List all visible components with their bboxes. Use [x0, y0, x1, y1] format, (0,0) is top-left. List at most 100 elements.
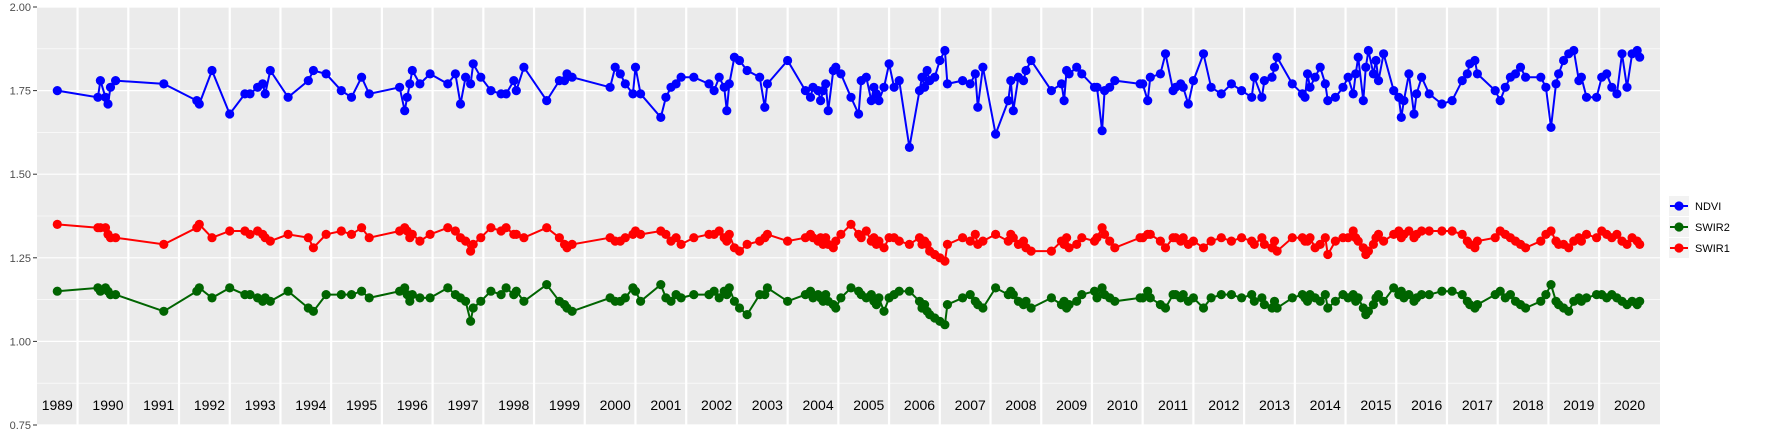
y-tick-label: 0.75	[10, 420, 31, 432]
data-point-swir1	[225, 226, 235, 236]
data-point-swir2	[1635, 296, 1645, 306]
data-point-swir1	[856, 233, 866, 243]
data-point-swir1	[1226, 236, 1236, 246]
data-point-swir1	[846, 219, 856, 229]
data-point-swir1	[1287, 233, 1297, 243]
data-point-swir1	[734, 246, 745, 256]
data-point-swir1	[1343, 233, 1353, 243]
data-point-ndvi	[425, 69, 435, 79]
data-point-swir2	[245, 290, 255, 300]
data-point-swir1	[1092, 233, 1102, 243]
data-point-ndvi	[1021, 65, 1031, 76]
data-point-swir2	[709, 286, 719, 296]
data-point-ndvi	[861, 72, 871, 82]
data-point-ndvi	[455, 99, 466, 109]
data-point-swir2	[194, 283, 204, 293]
data-point-swir1	[1635, 239, 1645, 249]
data-point-ndvi	[542, 96, 552, 106]
data-point-ndvi	[800, 86, 811, 96]
data-point-swir2	[940, 320, 950, 330]
data-point-swir2	[1541, 290, 1551, 300]
data-point-ndvi	[1569, 45, 1579, 56]
data-point-swir2	[1581, 293, 1592, 303]
data-point-swir1	[1026, 246, 1036, 256]
data-point-swir2	[308, 306, 318, 316]
data-point-swir1	[159, 239, 169, 249]
data-point-ndvi	[1097, 126, 1107, 136]
data-point-ndvi	[321, 69, 331, 79]
year-label: 1997	[447, 397, 478, 413]
year-label: 1989	[42, 397, 73, 413]
data-point-swir2	[519, 296, 529, 306]
data-point-swir1	[1188, 236, 1198, 246]
data-point-ndvi	[894, 76, 904, 86]
data-point-ndvi	[466, 79, 476, 89]
data-point-ndvi	[1302, 69, 1313, 79]
data-point-swir2	[1315, 296, 1325, 306]
data-point-swir1	[1330, 236, 1340, 246]
data-point-swir2	[1320, 290, 1330, 300]
data-point-swir2	[630, 286, 641, 296]
data-point-ndvi	[1272, 52, 1282, 62]
data-point-ndvi	[970, 69, 980, 79]
data-point-swir2	[476, 296, 486, 306]
data-point-swir2	[689, 290, 699, 300]
data-point-swir1	[724, 229, 734, 239]
data-point-ndvi	[511, 86, 521, 96]
legend-key-point	[1674, 243, 1684, 253]
data-point-swir1	[1612, 229, 1622, 239]
data-point-swir2	[729, 296, 740, 306]
data-point-ndvi	[1412, 89, 1422, 99]
data-point-swir1	[425, 229, 435, 239]
data-point-ndvi	[111, 76, 121, 86]
data-point-ndvi	[1330, 92, 1340, 102]
data-point-swir2	[321, 290, 331, 300]
data-point-swir2	[666, 296, 676, 306]
year-label: 2011	[1158, 397, 1188, 413]
data-point-swir1	[283, 229, 293, 239]
data-point-swir1	[1373, 229, 1384, 239]
data-point-ndvi	[922, 65, 932, 76]
data-point-swir2	[714, 293, 724, 303]
data-point-swir2	[1092, 293, 1102, 303]
data-point-ndvi	[336, 86, 346, 96]
y-tick-label: 1.25	[10, 253, 31, 265]
data-point-swir2	[742, 310, 752, 320]
data-point-ndvi	[671, 79, 681, 89]
data-point-ndvi	[831, 62, 841, 72]
series-ndvi	[52, 45, 1645, 152]
data-point-ndvi	[1500, 82, 1510, 92]
data-point-swir2	[978, 303, 988, 313]
data-point-swir1	[861, 226, 871, 236]
data-point-swir2	[283, 286, 293, 296]
data-point-ndvi	[509, 76, 519, 86]
data-point-ndvi	[402, 92, 412, 102]
data-point-ndvi	[1315, 62, 1325, 72]
data-point-swir2	[991, 283, 1001, 293]
data-point-ndvi	[866, 96, 876, 106]
data-point-swir2	[1064, 300, 1074, 310]
year-label: 1994	[295, 397, 326, 413]
data-point-swir2	[958, 293, 968, 303]
data-point-swir1	[1062, 233, 1072, 243]
data-point-swir2	[1424, 290, 1434, 300]
data-point-swir1	[879, 243, 889, 253]
data-point-swir2	[942, 300, 953, 310]
data-point-ndvi	[357, 72, 367, 82]
data-point-swir1	[1046, 246, 1056, 256]
data-point-swir1	[904, 239, 915, 249]
year-label: 1995	[346, 397, 377, 413]
data-point-ndvi	[225, 109, 235, 119]
year-label: 2004	[802, 397, 833, 413]
data-point-swir1	[501, 223, 511, 233]
data-point-swir1	[874, 236, 884, 246]
data-point-swir1	[836, 229, 846, 239]
data-point-ndvi	[1404, 69, 1414, 79]
data-point-swir2	[1472, 300, 1482, 310]
data-point-ndvi	[1363, 45, 1373, 56]
data-point-swir2	[1546, 280, 1556, 290]
data-point-swir1	[1404, 226, 1414, 236]
data-point-ndvi	[991, 129, 1001, 139]
data-point-swir1	[965, 236, 975, 246]
